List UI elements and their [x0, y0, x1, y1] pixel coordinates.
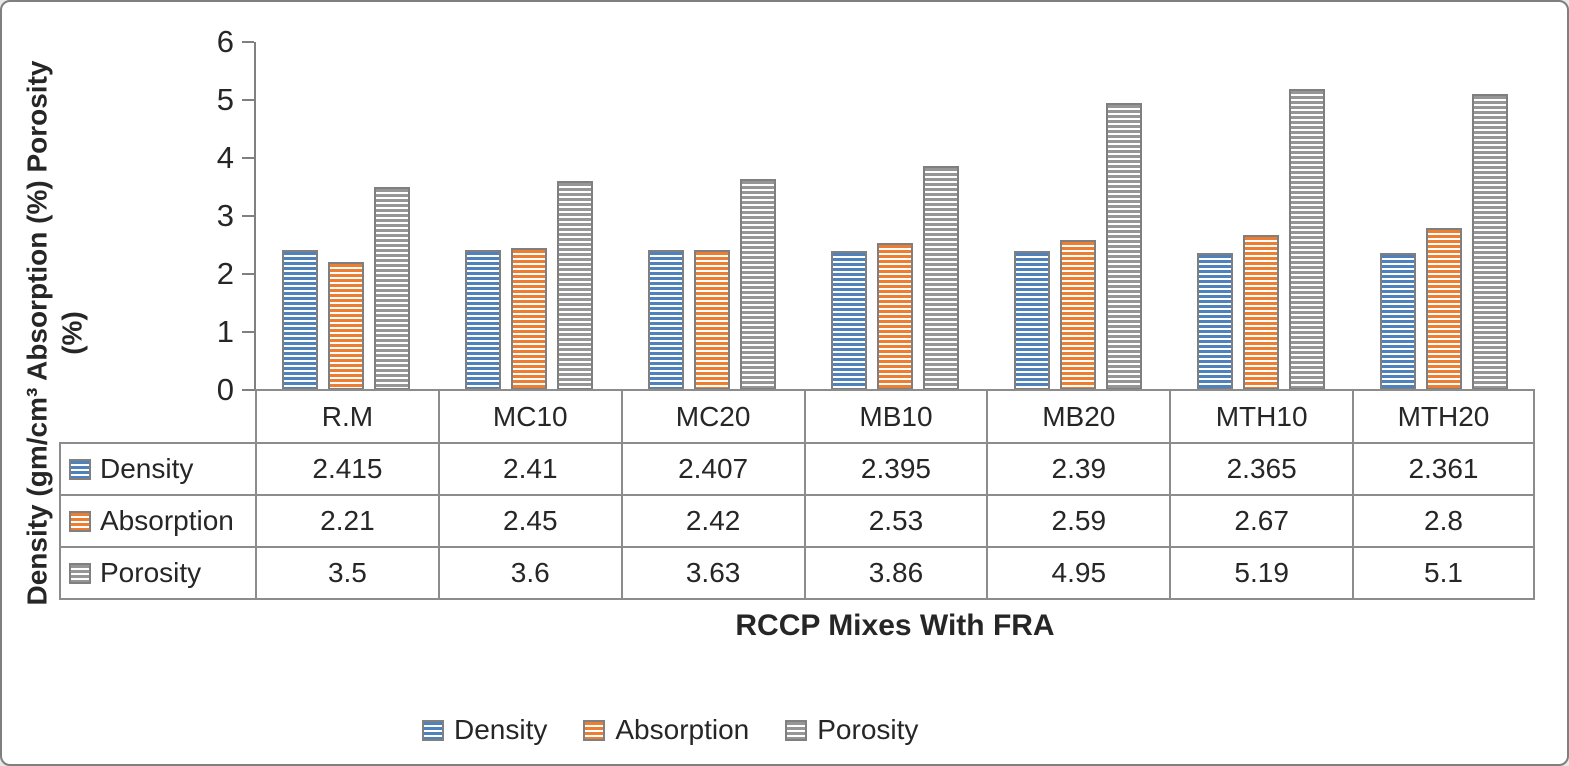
- value-cell: 2.53: [803, 496, 987, 546]
- y-axis-title-line1: Density (gm/cm³ Absorption (%) Porosity: [21, 60, 52, 606]
- bar-density-mb10: [831, 251, 867, 390]
- bar-porosity-mc10: [557, 181, 594, 390]
- bar-density-mc20: [648, 250, 685, 390]
- value-cell: 2.407: [620, 444, 804, 494]
- bar-density-mc10: [465, 250, 502, 390]
- y-tick-mark: [242, 331, 254, 333]
- bar-absorption-mb10: [877, 243, 913, 390]
- value-cell: 2.365: [1169, 444, 1352, 494]
- bar-porosity-mb20: [1105, 102, 1142, 390]
- series-row-label: Density: [100, 453, 194, 484]
- y-tick-mark: [242, 99, 254, 101]
- legend-label: Porosity: [817, 714, 919, 745]
- table-series-row: Absorption 2.21 2.45 2.42 2.53 2.59 2.67 2.8: [59, 494, 1535, 546]
- bar-absorption-mc20: [694, 249, 731, 390]
- value-cell: 4.95: [986, 548, 1169, 598]
- value-cell: 2.8: [1352, 496, 1535, 546]
- value-cell: 3.86: [803, 548, 987, 598]
- y-tick-label: 6: [216, 24, 234, 59]
- density-legend-key-icon: [69, 458, 91, 480]
- legend: Density Absorption Porosity: [422, 708, 918, 752]
- value-cell: 5.19: [1169, 548, 1352, 598]
- category-cell: MTH10: [1169, 391, 1352, 442]
- value-cell: 2.415: [255, 444, 438, 494]
- value-cell: 2.361: [1352, 444, 1535, 494]
- value-cell: 2.21: [255, 496, 438, 546]
- value-cell: 2.45: [437, 496, 621, 546]
- y-tick-label: 2: [216, 256, 234, 291]
- legend-item-absorption: Absorption: [583, 714, 749, 746]
- category-cell: MB20: [986, 391, 1169, 442]
- series-row-label: Absorption: [100, 505, 234, 536]
- bar-porosity-mth10: [1288, 88, 1325, 390]
- bar-density-r.m: [282, 249, 319, 390]
- category-cell: R.M: [255, 391, 438, 442]
- series-row-label: Porosity: [100, 557, 202, 588]
- series-row-header: Porosity: [59, 548, 255, 598]
- bar-absorption-mb20: [1059, 239, 1096, 390]
- legend-item-porosity: Porosity: [785, 714, 918, 746]
- y-tick-mark: [242, 273, 254, 275]
- category-cell: MTH20: [1352, 391, 1535, 442]
- y-tick-label: 5: [216, 82, 234, 117]
- bar-density-mth10: [1196, 252, 1233, 390]
- value-cell: 2.41: [437, 444, 621, 494]
- absorption-legend-icon: [583, 719, 606, 741]
- series-row-header: Absorption: [59, 496, 255, 546]
- y-tick-label: 4: [216, 140, 234, 175]
- bar-absorption-mc10: [511, 247, 548, 390]
- bar-porosity-mth20: [1471, 94, 1508, 390]
- value-cell: 5.1: [1352, 548, 1535, 598]
- category-cell: MC10: [437, 391, 621, 442]
- y-tick-label: 3: [216, 198, 234, 233]
- plot-area: [255, 42, 1535, 390]
- category-cell: MB10: [803, 391, 987, 442]
- legend-item-density: Density: [422, 714, 547, 746]
- value-cell: 3.6: [437, 548, 621, 598]
- absorption-legend-key-icon: [69, 510, 91, 532]
- value-cell: 3.63: [620, 548, 804, 598]
- value-cell: 2.39: [986, 444, 1169, 494]
- bar-density-mb20: [1013, 251, 1050, 390]
- bar-absorption-mth20: [1425, 227, 1462, 390]
- value-cell: 2.42: [620, 496, 804, 546]
- y-tick-mark: [242, 41, 254, 43]
- legend-label: Absorption: [615, 714, 750, 745]
- y-axis-line: [254, 42, 256, 391]
- value-cell: 2.395: [803, 444, 987, 494]
- x-axis-title: RCCP Mixes With FRA: [735, 609, 1055, 642]
- bar-porosity-r.m: [374, 187, 411, 390]
- y-tick-label: 0: [216, 372, 234, 407]
- y-tick-mark: [242, 389, 254, 391]
- value-cell: 2.67: [1169, 496, 1352, 546]
- bar-porosity-mc20: [740, 179, 777, 390]
- bar-porosity-mb10: [923, 166, 959, 390]
- table-category-row: R.M MC10 MC20 MB10 MB20 MTH10 MTH20: [255, 389, 1535, 442]
- y-tick-label: 1: [216, 314, 234, 349]
- value-cell: 3.5: [255, 548, 438, 598]
- y-tick-mark: [242, 157, 254, 159]
- table-series-row: Porosity 3.5 3.6 3.63 3.86 4.95 5.19 5.1: [59, 546, 1535, 600]
- y-tick-mark: [242, 215, 254, 217]
- legend-label: Density: [454, 714, 548, 745]
- category-cell: MC20: [620, 391, 804, 442]
- porosity-legend-key-icon: [69, 562, 91, 584]
- table-series-row: Density 2.415 2.41 2.407 2.395 2.39 2.365 2.361: [59, 442, 1535, 494]
- bar-absorption-r.m: [328, 261, 365, 390]
- value-cell: 2.59: [986, 496, 1169, 546]
- bar-density-mth20: [1379, 253, 1416, 390]
- series-row-header: Density: [59, 444, 255, 494]
- porosity-legend-icon: [785, 719, 808, 741]
- density-legend-icon: [422, 719, 444, 741]
- bar-absorption-mth10: [1242, 235, 1279, 390]
